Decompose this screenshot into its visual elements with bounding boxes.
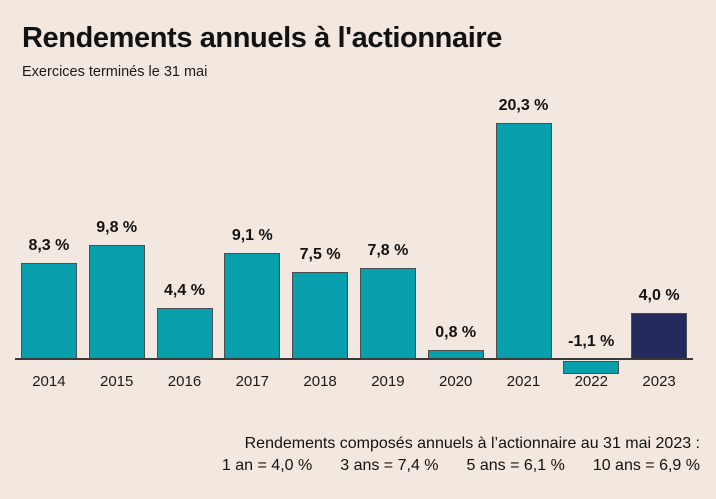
value-label-2015: 9,8 %	[96, 219, 138, 237]
value-label-2014: 8,3 %	[28, 236, 70, 254]
footer-returns: Rendements composés annuels à l’actionna…	[222, 433, 700, 477]
x-tick-2015: 2015	[100, 373, 134, 390]
footer-return-item-2: 5 ans = 6,1 %	[466, 457, 565, 474]
bar-2018	[292, 271, 349, 359]
bar-chart: 8,3 % 2014 9,8 % 2015 4,4 % 2016 9,1 % 2017 7,5 …	[15, 97, 693, 390]
value-label-2020: 0,8 %	[435, 323, 477, 341]
x-tick-2018: 2018	[303, 373, 337, 390]
x-tick-2019: 2019	[371, 373, 405, 390]
value-label-2023: 4,0 %	[638, 286, 680, 304]
bar-2016	[156, 307, 213, 359]
x-axis-line	[15, 358, 693, 360]
bar-2015	[88, 245, 145, 359]
chart-subtitle: Exercices terminés le 31 mai	[22, 64, 208, 80]
x-tick-2020: 2020	[439, 373, 473, 390]
page-title: Rendements annuels à l'actionnaire	[22, 22, 502, 54]
bar-2021	[495, 123, 552, 359]
value-label-2016: 4,4 %	[164, 281, 205, 299]
bar-2017	[224, 253, 281, 359]
value-label-2017: 9,1 %	[231, 227, 273, 245]
bar-2019	[359, 268, 416, 359]
value-label-2021: 20,3 %	[498, 97, 549, 115]
x-tick-2023: 2023	[642, 373, 676, 390]
x-tick-2017: 2017	[235, 373, 269, 390]
footer-return-item-3: 10 ans = 6,9 %	[592, 457, 700, 474]
bar-2022	[563, 361, 620, 374]
value-label-2019: 7,8 %	[367, 242, 409, 260]
footer-return-item-0: 1 an = 4,0 %	[221, 457, 313, 474]
footer-return-item-1: 3 ans = 7,4 %	[340, 457, 439, 474]
value-label-2018: 7,5 %	[299, 245, 341, 263]
footer-compound-returns-values: 1 an = 4,0 % 3 ans = 7,4 % 5 ans = 6,1 % 10…	[222, 455, 700, 477]
footer-compound-returns-title: Rendements composés annuels à l’actionna…	[244, 435, 700, 452]
bar-2014	[20, 262, 77, 359]
bar-2023	[631, 312, 688, 359]
value-label-2022: -1,1 %	[568, 333, 615, 350]
x-tick-2022: 2022	[574, 373, 608, 390]
x-tick-2016: 2016	[167, 373, 202, 390]
x-tick-2021: 2021	[506, 373, 541, 390]
x-tick-2014: 2014	[32, 373, 66, 390]
